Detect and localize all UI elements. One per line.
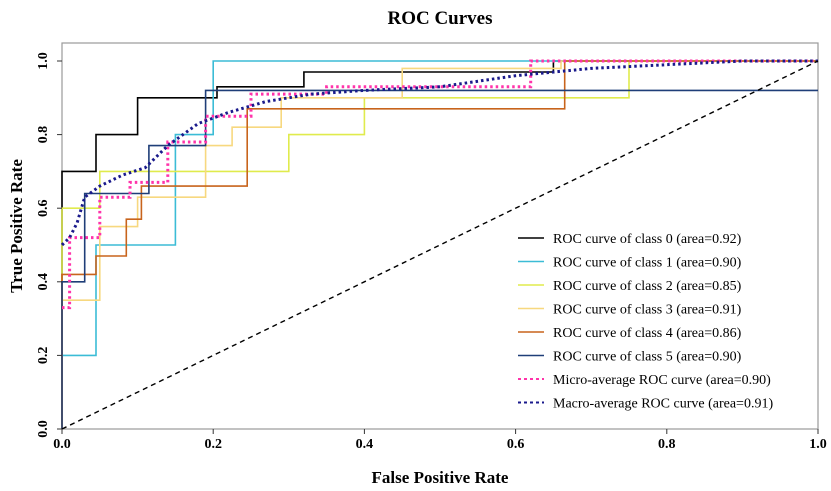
chart-title: ROC Curves <box>387 8 492 29</box>
x-tick-label: 1.0 <box>809 437 827 452</box>
legend-label-1: ROC curve of class 1 (area=0.90) <box>553 256 742 271</box>
y-tick-label: 0.6 <box>36 199 51 217</box>
series-line-1 <box>61 60 818 429</box>
series-line-2 <box>61 60 818 429</box>
series-line-4 <box>61 60 818 429</box>
x-tick-label: 0.6 <box>507 437 525 452</box>
legend-label-3: ROC curve of class 3 (area=0.91) <box>553 303 742 318</box>
x-tick-label: 0.2 <box>204 437 222 452</box>
legend-label-7: Macro-average ROC curve (area=0.91) <box>553 397 773 412</box>
y-tick-label: 1.0 <box>36 52 51 70</box>
legend-label-6: Micro-average ROC curve (area=0.90) <box>553 373 771 388</box>
x-tick-label: 0.4 <box>356 437 374 452</box>
tick-layer: 0.0 0.2 0.4 0.6 0.8 1.0 0.0 0.2 0.4 0.6 0.8 1.0 <box>36 52 827 452</box>
series-line-7 <box>60 59 818 247</box>
legend-label-4: ROC curve of class 4 (area=0.86) <box>553 326 742 341</box>
series-line-6 <box>62 59 818 310</box>
legend-label-0: ROC curve of class 0 (area=0.92) <box>553 232 742 247</box>
x-axis-label: False Positive Rate <box>372 468 509 487</box>
legend: ROC curve of class 0 (area=0.92) ROC curv… <box>518 232 773 412</box>
y-axis-label: True Positive Rate <box>7 159 26 293</box>
series-layer <box>60 59 819 430</box>
y-tick-label: 0.8 <box>36 126 51 144</box>
y-tick-label: 0.0 <box>36 420 51 438</box>
y-tick-label: 0.4 <box>36 273 51 291</box>
legend-label-5: ROC curve of class 5 (area=0.90) <box>553 350 742 365</box>
series-line-3 <box>61 60 818 429</box>
legend-label-2: ROC curve of class 2 (area=0.85) <box>553 279 742 294</box>
x-tick-label: 0.0 <box>53 437 71 452</box>
x-tick-label: 0.8 <box>658 437 676 452</box>
y-tick-label: 0.2 <box>36 347 51 365</box>
